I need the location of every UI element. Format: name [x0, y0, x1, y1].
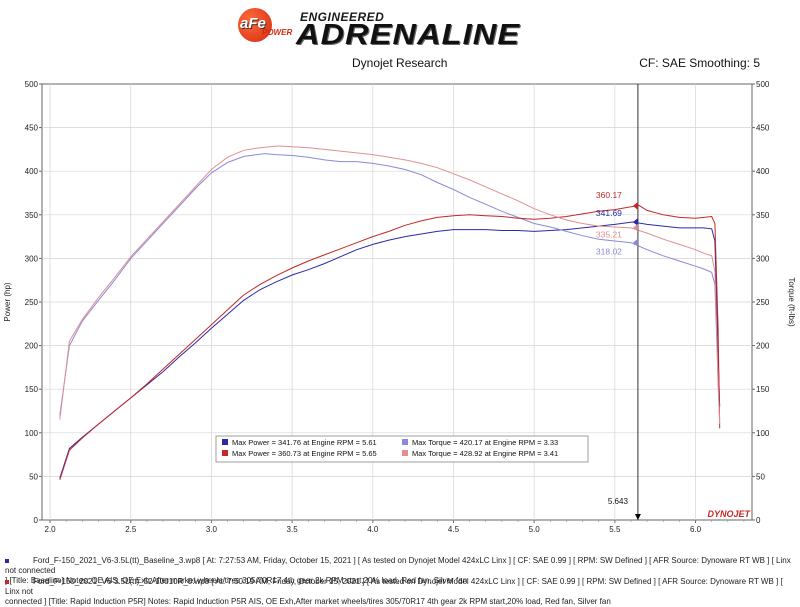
x-tick-label: 6.0	[690, 525, 702, 534]
y-tick-label: 250	[25, 298, 39, 307]
y-axis-label: Power (hp)	[3, 282, 12, 321]
legend-swatch	[222, 450, 228, 456]
y-tick-label: 500	[25, 80, 39, 89]
brand-tagline: ENGINEERED	[300, 10, 385, 24]
dyno-chart: 0 50 100 150 200 250 300 350 400 450 500 0 50 100 150 2…	[3, 80, 796, 538]
cursor-marker-rapid_torque	[632, 223, 638, 232]
y2-tick-label: 200	[756, 342, 770, 351]
brand-header: aFe POWER ENGINEERED ADRENALINE	[0, 0, 800, 51]
x-axis-label: Engine RPM (rpmx1000)	[353, 537, 441, 538]
rapid-marker-icon	[5, 579, 9, 584]
cursor-marker-baseline_torque	[632, 238, 638, 247]
cursor-marker-rapid_power	[632, 201, 638, 210]
y2-tick-label: 450	[756, 124, 770, 133]
y-tick-label: 450	[25, 124, 39, 133]
brand-name: ADRENALINE	[296, 19, 521, 51]
legend-entry: Max Torque = 428.92 at Engine RPM = 3.41	[412, 449, 558, 458]
cursor-readout-baseline_power: 341.69	[596, 208, 622, 218]
y2-tick-label: 100	[756, 429, 770, 438]
legend-swatch	[402, 450, 408, 456]
y-tick-label: 150	[25, 385, 39, 394]
dynojet-watermark: DYNOJET	[707, 509, 751, 519]
y2-axis-label: Torque (ft-lbs)	[787, 277, 796, 327]
x-tick-label: 5.0	[529, 525, 541, 534]
y-tick-label: 100	[25, 429, 39, 438]
series-line-rapid_torque	[59, 145, 721, 425]
footer-baseline-run: Ford_F-150_2021_V6-3.5L(tt)_Baseline_3.w…	[5, 556, 791, 585]
y2-tick-label: 400	[756, 167, 770, 176]
x-tick-label: 3.0	[206, 525, 218, 534]
legend-entry: Max Power = 360.73 at Engine RPM = 5.65	[232, 449, 377, 458]
legend-entry: Max Torque = 420.17 at Engine RPM = 3.33	[412, 438, 558, 447]
x-tick-label: 4.5	[448, 525, 460, 534]
y2-tick-label: 300	[756, 254, 770, 263]
cursor-value-label: 5.643	[608, 497, 629, 506]
x-tick-label: 5.5	[609, 525, 621, 534]
y2-tick-label: 250	[756, 298, 770, 307]
y2-tick-label: 0	[756, 516, 761, 525]
y-tick-label: 200	[25, 342, 39, 351]
y2-tick-label: 350	[756, 211, 770, 220]
series-line-baseline_power	[59, 221, 721, 479]
x-tick-label: 3.5	[287, 525, 299, 534]
legend-swatch	[222, 439, 228, 445]
cursor-readout-rapid_power: 360.17	[596, 190, 622, 200]
footer-rapid-run: Ford_F-150_2021_V6-3.5L(tt)_52-10010R_0.…	[5, 577, 783, 606]
x-tick-label: 2.5	[125, 525, 137, 534]
cursor-readout-baseline_torque: 318.02	[596, 247, 622, 257]
y2-tick-label: 150	[756, 385, 770, 394]
header-left-text: Dynojet Research	[352, 56, 448, 70]
y-tick-label: 400	[25, 167, 39, 176]
header-right-text: CF: SAE Smoothing: 5	[639, 56, 760, 70]
series-line-baseline_torque	[59, 153, 721, 420]
y-tick-label: 50	[29, 472, 38, 481]
legend-swatch	[402, 439, 408, 445]
baseline-marker-icon	[5, 558, 9, 563]
x-tick-label: 2.0	[45, 525, 57, 534]
y2-tick-label: 500	[756, 80, 770, 89]
legend-entry: Max Power = 341.76 at Engine RPM = 5.61	[232, 438, 377, 447]
cursor-marker-baseline_power	[632, 218, 638, 227]
cursor-arrow	[634, 514, 641, 520]
series-line-rapid_power	[59, 204, 721, 481]
y-tick-label: 350	[25, 211, 39, 220]
afe-logo: aFe POWER	[238, 6, 294, 44]
y2-tick-label: 50	[756, 472, 765, 481]
x-tick-label: 4.0	[367, 525, 379, 534]
cursor-readout-rapid_torque: 335.21	[596, 230, 622, 240]
y-tick-label: 300	[25, 254, 39, 263]
y-tick-label: 0	[34, 516, 39, 525]
